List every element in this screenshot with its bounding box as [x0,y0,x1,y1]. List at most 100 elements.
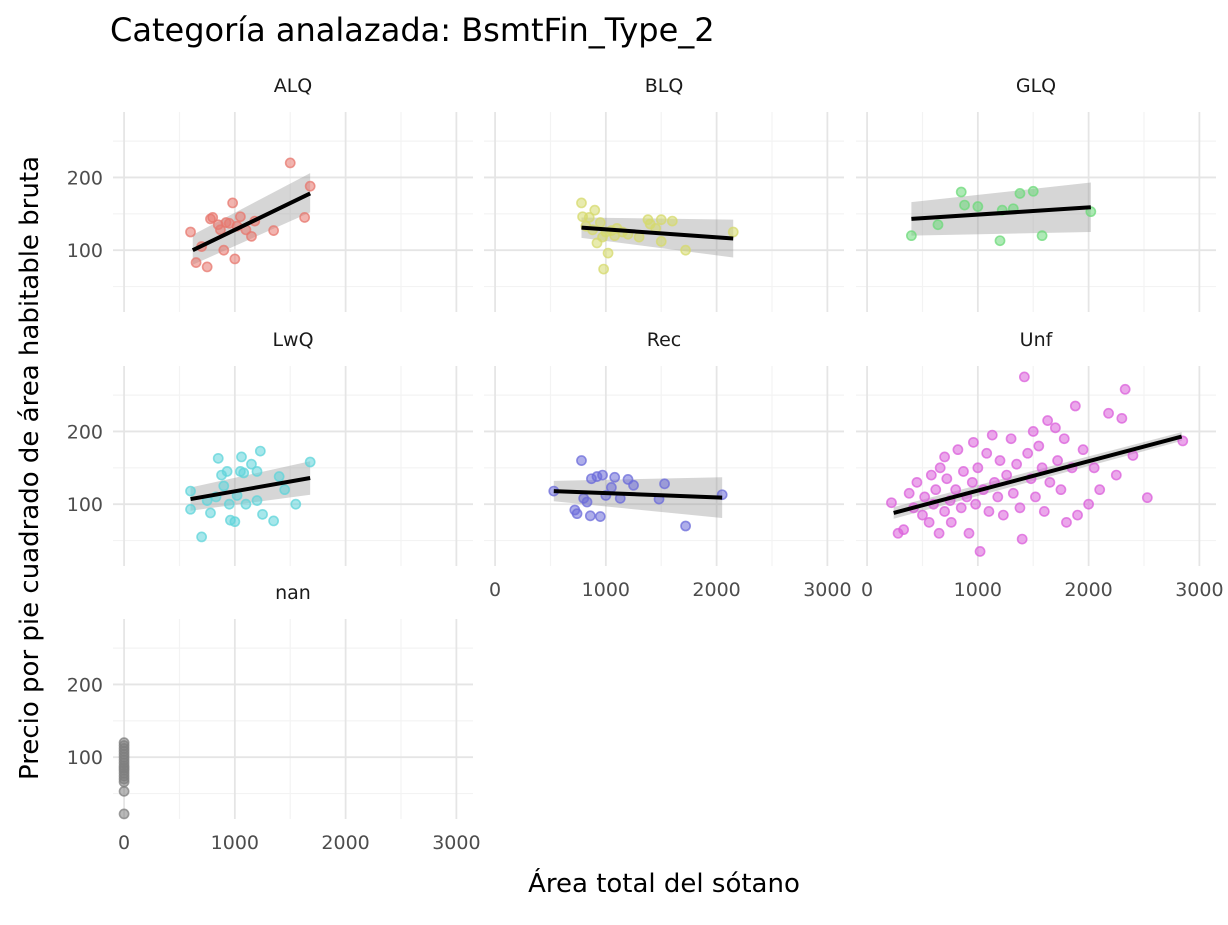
data-point-nan [118,785,130,797]
data-point-glq [905,230,917,242]
strip-label-glq: GLQ [1016,75,1056,97]
data-point-unf [997,509,1009,521]
data-point-lwq [290,498,302,510]
data-point-rec [594,511,606,522]
x-tick-label: 0 [118,832,130,854]
y-axis-title: Precio por pie cuadrado de área habitabl… [15,156,45,780]
data-point-lwq [257,508,268,520]
data-point-unf [941,473,953,485]
fit-line-lwq [190,476,311,502]
data-point-alq [284,157,296,169]
data-point-unf [1022,447,1034,459]
data-point-alq [215,224,226,236]
data-point-glq [1027,185,1039,197]
data-point-unf [966,476,978,488]
fit-line-alq [191,191,312,252]
data-point-blq [598,263,610,275]
data-point-alq [201,261,213,273]
x-tick-label: 3000 [432,832,480,854]
data-point-unf [1116,412,1128,424]
data-point-unf [972,462,984,474]
data-point-alq [190,257,202,268]
panel-unf: Unf 0 1000 2000 3000 [856,329,1224,601]
data-point-unf [1044,476,1056,488]
y-tick-label: 200 [67,421,103,443]
data-point-unf [981,447,993,459]
data-point-unf [934,462,946,474]
data-point-unf [963,527,975,539]
data-point-unf [945,516,957,528]
data-point-unf [886,497,897,509]
data-point-unf [958,466,969,477]
data-point-blq [602,247,614,259]
data-point-unf [1072,509,1083,521]
strip-label-blq: BLQ [645,75,684,97]
data-point-lwq [273,471,285,482]
data-point-unf [1119,383,1131,395]
data-point-rec [576,455,587,466]
data-point-unf [1001,469,1013,481]
chart-title: Categoría analazada: BsmtFin_Type_2 [110,11,715,49]
x-tick-label: 1000 [211,832,259,854]
data-point-unf [952,444,964,456]
data-point-alq [185,226,196,238]
y-tick-label: 200 [67,674,103,696]
data-point-alq [299,212,311,223]
data-point-blq [583,212,595,223]
fit-line-glq [911,205,1091,221]
data-point-unf [983,506,995,517]
panel-glq: GLQ [856,75,1216,312]
data-point-nan [118,776,130,788]
data-point-alq [229,253,241,265]
data-point-rec [571,508,583,520]
data-point-lwq [240,498,252,510]
data-point-lwq [229,516,241,528]
data-point-lwq [254,445,266,457]
data-point-unf [919,491,931,503]
data-point-unf [1061,516,1072,528]
x-tick-label: 0 [861,579,873,601]
data-point-alq [207,212,219,223]
data-point-rec [581,496,593,508]
data-point-blq [727,226,739,238]
x-tick-label: 2000 [692,579,740,601]
data-point-unf [903,487,915,499]
panel-lwq: LwQ 100 200 [67,329,473,566]
data-point-lwq [236,451,247,463]
data-point-lwq [223,498,235,510]
data-point-unf [1030,491,1041,503]
data-point-rec [609,471,621,483]
data-point-unf [992,491,1004,503]
data-point-unf [1042,415,1054,426]
fit-line-rec [553,489,723,500]
data-point-unf [1018,371,1030,383]
data-point-unf [1038,506,1050,517]
x-tick-label: 2000 [1064,579,1112,601]
data-point-alq [268,225,280,236]
data-point-lwq [246,458,257,470]
data-point-unf [1005,433,1017,445]
data-point-unf [950,484,962,496]
y-tick-label: 200 [67,167,103,189]
data-point-unf [986,429,998,441]
data-point-glq [994,235,1006,247]
x-tick-label: 3000 [1175,579,1223,601]
strip-label-alq: ALQ [274,75,313,97]
data-point-lwq [279,484,291,496]
x-tick-label: 2000 [321,832,369,854]
data-point-unf [968,436,979,448]
data-point-alq [218,244,230,256]
x-axis-title: Área total del sótano [528,867,800,899]
data-point-alq [304,180,316,192]
data-point-rec [628,479,639,491]
data-point-unf [974,546,986,557]
data-point-unf [1049,422,1061,434]
data-point-unf [1103,407,1114,419]
data-point-rec [584,510,596,522]
data-point-lwq [218,480,230,492]
data-point-rec [680,520,691,532]
data-point-lwq [212,452,224,464]
